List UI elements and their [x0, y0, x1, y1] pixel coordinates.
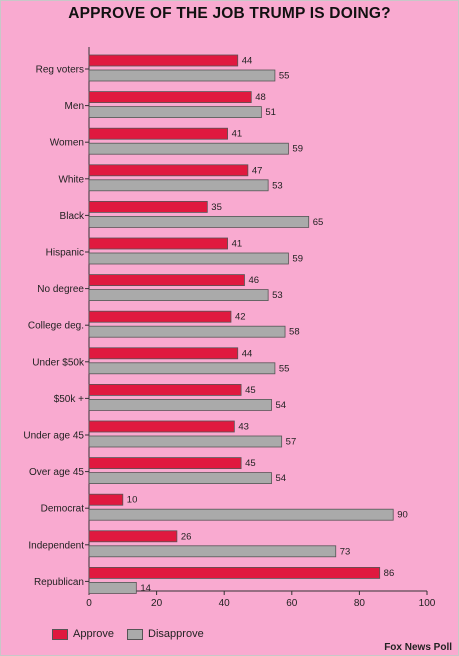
category-label-reg-voters: Reg voters — [36, 65, 84, 76]
data-label-approve-college-deg: 42 — [235, 312, 246, 323]
bar-disapprove-white — [88, 179, 269, 192]
plot-area: 0 20 40 60 80 100 Reg voters 44 55 Men 48 51 Women 41… — [23, 47, 436, 609]
data-label-disapprove-under-50k: 55 — [279, 363, 290, 374]
data-label-disapprove-women: 59 — [292, 144, 303, 155]
x-tick-label-40: 40 — [219, 598, 231, 609]
category-label-independent: Independent — [28, 540, 84, 551]
bar-approve-white — [88, 164, 249, 177]
legend-item-disapprove: Disapprove — [127, 628, 204, 640]
chart-title: APPROVE OF THE JOB TRUMP IS DOING? — [68, 5, 391, 22]
data-label-approve-reg-voters: 44 — [242, 56, 253, 67]
data-label-disapprove-50k: 54 — [276, 400, 287, 411]
data-label-disapprove-reg-voters: 55 — [279, 71, 290, 82]
bar-approve-democrat — [88, 493, 124, 506]
data-label-disapprove-black: 65 — [313, 217, 324, 228]
category-label-no-degree: No degree — [37, 284, 84, 295]
bar-approve-men — [88, 91, 252, 103]
data-label-disapprove-college-deg: 58 — [289, 327, 300, 338]
bar-approve-republican — [88, 567, 381, 579]
data-label-disapprove-white: 53 — [272, 180, 283, 191]
data-label-approve-republican: 86 — [384, 568, 395, 579]
data-label-disapprove-independent: 73 — [340, 546, 351, 557]
legend-label-disapprove: Disapprove — [148, 628, 204, 640]
bar-disapprove-under-50k — [88, 362, 276, 375]
category-label-democrat: Democrat — [41, 504, 85, 515]
data-label-disapprove-over-age-45: 54 — [276, 473, 287, 484]
data-label-approve-no-degree: 46 — [248, 275, 259, 286]
data-label-approve-independent: 26 — [181, 531, 192, 542]
legend: Approve Disapprove — [52, 628, 214, 643]
bar-approve-women — [88, 127, 228, 140]
bar-approve-hispanic — [88, 237, 228, 250]
bar-approve-college-deg — [88, 310, 232, 323]
data-label-disapprove-hispanic: 59 — [292, 254, 303, 265]
bar-disapprove-republican — [88, 582, 137, 594]
category-label-under-50k: Under $50k — [32, 357, 85, 368]
bar-disapprove-50k — [88, 398, 272, 411]
category-label-men: Men — [65, 101, 84, 112]
bar-disapprove-democrat — [88, 508, 394, 521]
data-label-approve-under-age-45: 43 — [238, 422, 249, 433]
category-label-women: Women — [50, 138, 84, 149]
data-label-approve-democrat: 10 — [127, 495, 138, 506]
data-label-disapprove-men: 51 — [265, 107, 276, 118]
legend-swatch-approve — [52, 628, 68, 640]
legend-swatch-disapprove — [127, 628, 144, 640]
bar-disapprove-independent — [88, 545, 337, 558]
bar-approve-no-degree — [88, 274, 245, 287]
data-label-approve-under-50k: 44 — [242, 348, 253, 359]
x-tick-label-100: 100 — [419, 598, 436, 609]
data-label-approve-women: 41 — [232, 129, 243, 140]
data-label-approve-50k: 45 — [245, 385, 256, 396]
bar-disapprove-under-age-45 — [88, 435, 283, 448]
bar-approve-50k — [88, 383, 242, 396]
data-label-approve-over-age-45: 45 — [245, 458, 256, 469]
x-tick-label-20: 20 — [151, 598, 163, 609]
data-label-disapprove-republican: 14 — [140, 583, 151, 594]
bar-approve-black — [88, 200, 208, 213]
legend-label-approve: Approve — [73, 628, 114, 640]
category-label-over-age-45: Over age 45 — [29, 467, 84, 478]
bar-approve-over-age-45 — [88, 457, 242, 470]
bar-approve-under-age-45 — [88, 420, 235, 433]
bar-disapprove-men — [88, 106, 262, 118]
data-label-disapprove-democrat: 90 — [397, 510, 408, 521]
bar-disapprove-hispanic — [88, 252, 289, 265]
data-label-approve-men: 48 — [255, 92, 266, 103]
data-label-disapprove-under-age-45: 57 — [286, 437, 297, 448]
data-label-approve-black: 35 — [211, 202, 222, 213]
category-label-50k: $50k + — [54, 394, 84, 405]
bar-disapprove-black — [88, 215, 310, 228]
bar-disapprove-over-age-45 — [88, 472, 272, 485]
x-tick-label-80: 80 — [354, 598, 366, 609]
bar-disapprove-college-deg — [88, 325, 286, 338]
data-label-disapprove-no-degree: 53 — [272, 290, 283, 301]
x-tick-label-60: 60 — [286, 598, 298, 609]
bar-approve-independent — [88, 530, 178, 543]
data-label-approve-white: 47 — [252, 165, 263, 176]
source-label: Fox News Poll — [384, 642, 452, 653]
category-label-college-deg: College deg. — [28, 321, 84, 332]
x-tick-label-0: 0 — [86, 598, 92, 609]
bar-disapprove-women — [88, 142, 289, 155]
bar-disapprove-no-degree — [88, 289, 269, 302]
category-label-hispanic: Hispanic — [46, 248, 84, 259]
category-label-under-age-45: Under age 45 — [23, 431, 84, 442]
category-label-republican: Republican — [34, 577, 84, 588]
category-label-black: Black — [60, 211, 85, 222]
legend-item-approve: Approve — [52, 628, 114, 640]
bar-approve-reg-voters — [88, 54, 239, 67]
bar-disapprove-reg-voters — [88, 69, 276, 82]
category-label-white: White — [58, 174, 84, 185]
bar-approve-under-50k — [88, 347, 239, 360]
data-label-approve-hispanic: 41 — [232, 239, 243, 250]
